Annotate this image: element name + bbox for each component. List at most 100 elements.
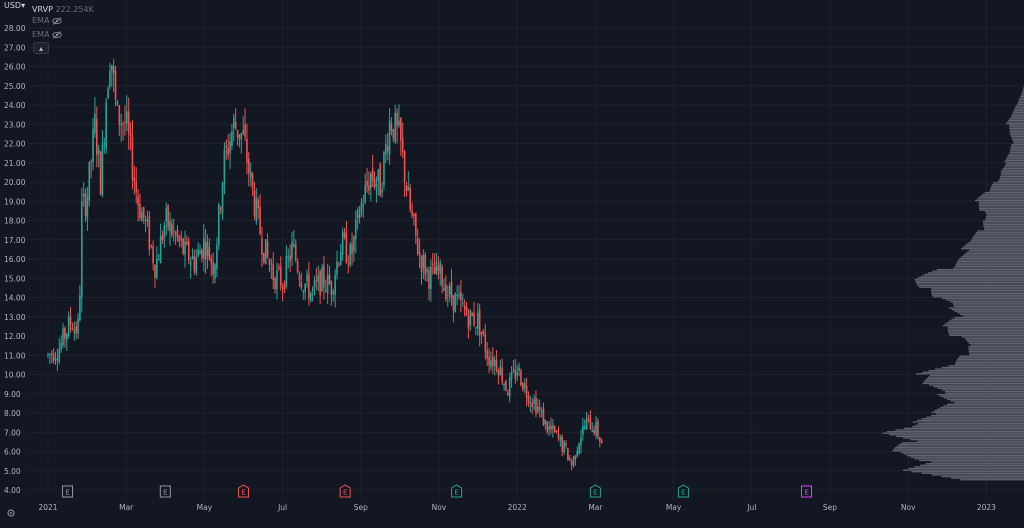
earnings-marker[interactable]: E <box>802 486 812 497</box>
candle-body <box>406 185 408 191</box>
candle-body <box>218 204 220 244</box>
volume-profile-bar <box>952 309 1024 310</box>
candle-body <box>137 197 139 206</box>
candle-body <box>314 280 316 286</box>
volume-profile-bar <box>1001 173 1024 174</box>
eye-crossed-icon[interactable] <box>52 17 62 25</box>
volume-profile-bar <box>924 274 1024 275</box>
volume-profile-bar <box>895 429 1024 430</box>
candle-body <box>586 418 588 429</box>
candle-body <box>346 233 348 263</box>
candle-body <box>334 275 336 295</box>
earnings-marker-label: E <box>454 489 458 497</box>
y-tick-label: 16.00 <box>4 255 26 264</box>
y-tick-label: 6.00 <box>4 448 21 457</box>
volume-profile-bar <box>930 375 1024 376</box>
volume-profile-bar <box>889 434 1024 435</box>
volume-profile-bar <box>931 290 1024 291</box>
candle-body <box>94 114 96 134</box>
vrvp-legend[interactable]: VRVP 222.254K <box>32 5 94 14</box>
candle-body <box>567 448 569 460</box>
volume-profile-bar <box>916 373 1024 374</box>
candle-body <box>104 143 106 145</box>
candle-body <box>126 111 128 123</box>
candle-body <box>147 220 149 221</box>
candle-body <box>590 417 592 429</box>
grid-lines <box>28 0 1024 500</box>
candle-body <box>269 259 271 265</box>
earnings-marker[interactable]: E <box>678 485 688 497</box>
currency-selector[interactable]: USD▾ <box>4 1 25 10</box>
x-tick-label: 2022 <box>508 503 527 512</box>
earnings-marker[interactable]: E <box>160 486 170 497</box>
candle-body <box>364 185 366 202</box>
volume-profile-bar <box>955 362 1024 363</box>
volume-profile-bar <box>954 311 1024 312</box>
eye-crossed-icon[interactable] <box>52 31 62 39</box>
candle-body <box>545 420 547 424</box>
volume-profile-bar <box>926 378 1024 379</box>
volume-profile-bar <box>1006 123 1024 124</box>
candle-body <box>289 256 291 261</box>
candle-body <box>511 372 513 380</box>
candle-body <box>55 358 57 360</box>
candle-body <box>503 384 505 385</box>
volume-profile-bar <box>956 360 1024 361</box>
volume-profile-bar <box>1012 115 1024 116</box>
volume-profile-bar <box>986 216 1024 217</box>
volume-profile-bar <box>985 192 1024 193</box>
volume-profile-bar <box>952 319 1024 320</box>
candle-body <box>468 316 470 329</box>
candle-body <box>134 178 136 181</box>
settings-gear-icon[interactable] <box>6 503 16 513</box>
candle-body <box>565 444 567 446</box>
candle-body <box>90 161 92 162</box>
volume-profile-bar <box>1009 128 1024 129</box>
earnings-marker[interactable]: E <box>452 485 462 497</box>
volume-profile-bar <box>923 383 1024 384</box>
volume-profile-bar <box>903 453 1024 454</box>
volume-profile-bar <box>943 325 1024 326</box>
price-axis[interactable]: 28.0027.0026.0025.0024.0023.0022.0021.00… <box>4 24 26 495</box>
volume-profile-bar <box>917 420 1024 421</box>
x-tick-label: 2021 <box>38 503 57 512</box>
volume-profile-bar <box>904 428 1024 429</box>
candle-body <box>593 430 595 434</box>
candle-body <box>160 236 162 263</box>
volume-profile-bar <box>922 473 1024 474</box>
earnings-marker[interactable]: E <box>239 485 249 497</box>
earnings-marker[interactable]: E <box>340 485 350 497</box>
candle-body <box>372 169 374 180</box>
candle-body <box>338 263 340 264</box>
candle-body <box>323 265 325 287</box>
candle-body <box>149 216 151 249</box>
ema-legend-1[interactable]: EMA <box>32 16 62 25</box>
candle-body <box>522 383 524 390</box>
volume-profile-bar <box>991 186 1024 187</box>
candle-body <box>119 105 121 124</box>
candle-body <box>402 138 404 152</box>
candle-body <box>479 309 481 335</box>
candle-body <box>411 210 413 215</box>
y-tick-label: 7.00 <box>4 428 21 437</box>
candle-body <box>571 461 573 466</box>
volume-profile-bar <box>977 198 1024 199</box>
volume-profile-bar <box>937 388 1024 389</box>
collapse-legend-button[interactable]: ▴ <box>33 42 49 54</box>
earnings-marker[interactable]: E <box>590 485 600 497</box>
candle-body <box>546 422 548 432</box>
candle-body <box>248 159 250 174</box>
volume-profile-bar <box>1007 157 1024 158</box>
candle-body <box>469 310 471 325</box>
volume-profile-bar <box>893 449 1024 450</box>
ema-legend-2[interactable]: EMA <box>32 30 62 39</box>
volume-profile-bar <box>941 476 1024 477</box>
candle-body <box>563 442 565 453</box>
earnings-marker[interactable]: E <box>63 486 73 497</box>
candle-body <box>227 148 229 155</box>
volume-profile-bar <box>968 349 1024 350</box>
